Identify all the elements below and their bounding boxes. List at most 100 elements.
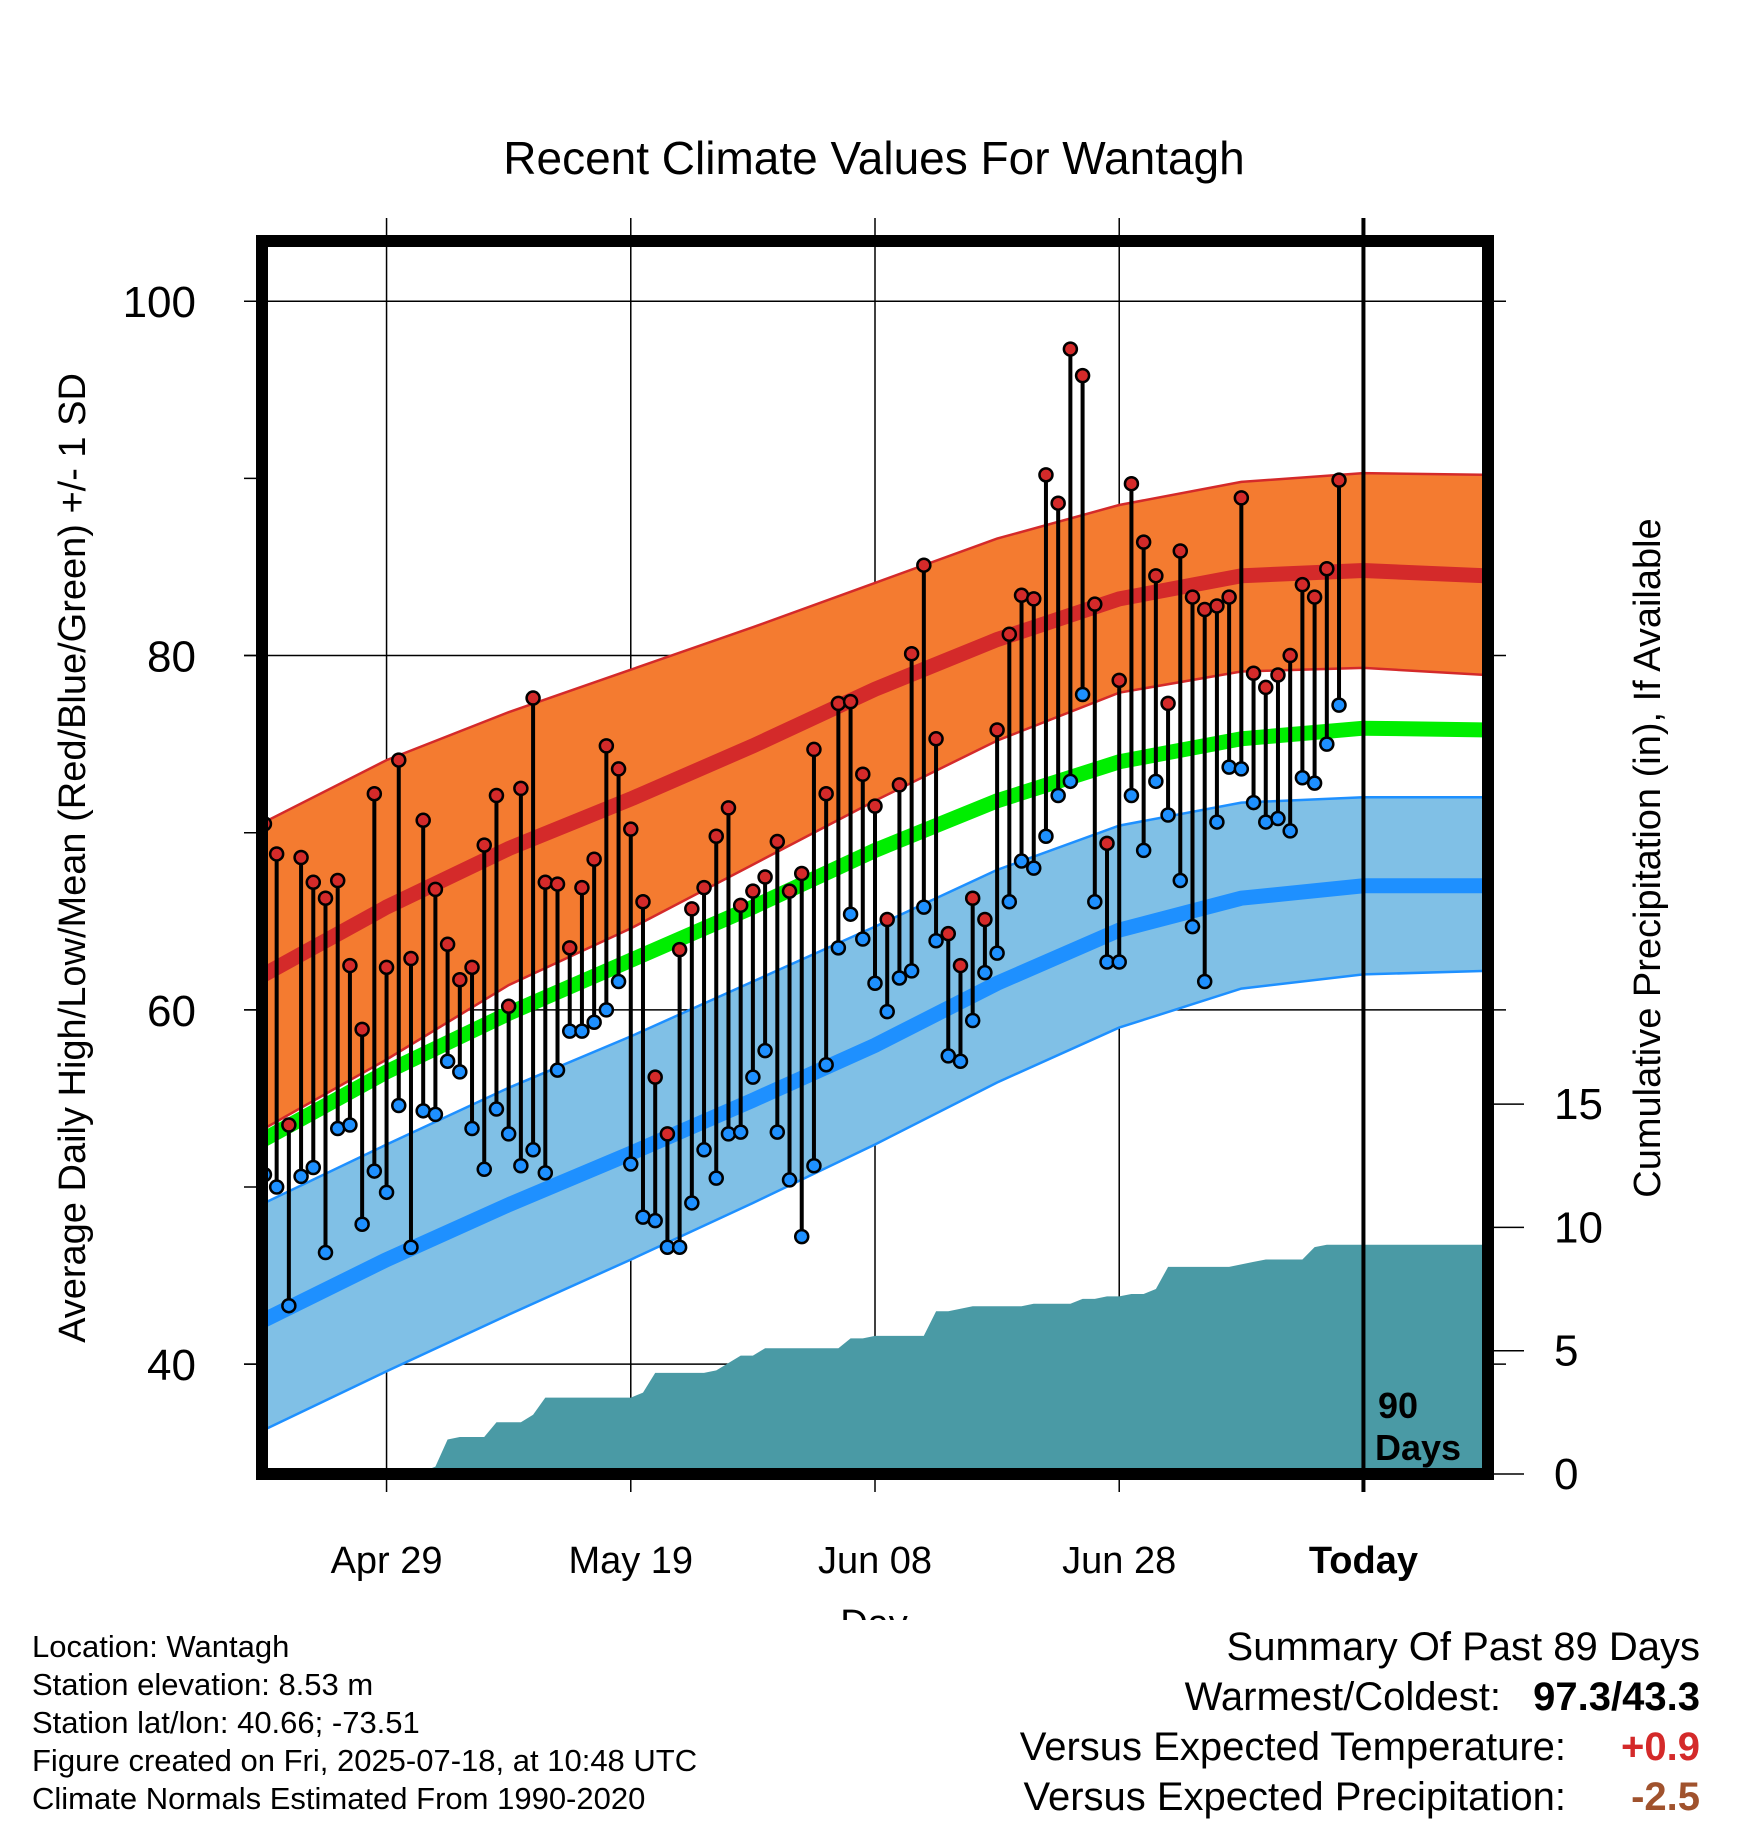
daily-high-point: [1062, 341, 1079, 357]
daily-high-point: [903, 646, 920, 662]
low-normal-band-lower-edge: [268, 969, 1482, 1430]
plot-frame: [256, 218, 1494, 1492]
daily-low-point: [488, 1101, 505, 1117]
daily-low-point: [916, 899, 932, 915]
daily-low-point: [1221, 759, 1237, 775]
daily-high-point: [916, 557, 932, 573]
daily-low-point: [879, 1003, 895, 1020]
daily-low-point: [464, 1120, 480, 1137]
daily-high-point: [1038, 467, 1054, 483]
daily-low-point: [1025, 860, 1042, 876]
daily-high-point: [354, 1021, 370, 1038]
daily-high-point: [500, 998, 517, 1015]
daily-high-point: [891, 777, 908, 793]
location-text: Location: Wantagh: [32, 1629, 290, 1664]
x-tick-label: Apr 29: [331, 1540, 443, 1582]
warmest-coldest-label: Warmest/Coldest:: [1184, 1675, 1501, 1719]
daily-low-point: [940, 1048, 957, 1064]
daily-high-point: [720, 800, 737, 816]
daily-high-point: [1025, 591, 1042, 607]
daily-low-point: [684, 1195, 700, 1211]
y-axis-label-left: Average Daily High/Low/Mean (Red/Blue/Gr…: [52, 373, 94, 1343]
daily-low-point: [366, 1163, 383, 1179]
y-axis-label-right: Cumulative Precipitation (in), If Availa…: [1627, 518, 1669, 1197]
daily-high-point: [1160, 695, 1176, 712]
plot-border: [256, 235, 1494, 1480]
daily-low-point: [317, 1244, 334, 1261]
daily-low-point: [964, 1012, 981, 1029]
daily-high-point: [1221, 589, 1237, 605]
y-tick-label-right: 0: [1554, 1450, 1578, 1499]
daily-low-point: [781, 1172, 798, 1188]
daily-low-point: [1233, 761, 1250, 777]
daily-high-point: [696, 879, 712, 896]
daily-high-point: [684, 901, 700, 917]
daily-low-point: [1001, 894, 1018, 910]
daily-high-point: [317, 890, 334, 906]
daily-high-point: [842, 693, 859, 710]
warmest-coldest-row: Warmest/Coldest: 97.3/43.3: [1020, 1672, 1700, 1722]
daily-high-point: [867, 798, 883, 814]
daily-high-point: [1123, 475, 1140, 492]
high-normal-line: [268, 562, 1482, 981]
daily-low-point: [476, 1161, 492, 1178]
daily-low-point: [293, 1168, 309, 1185]
daily-low-point: [647, 1212, 663, 1229]
daily-high-point: [329, 872, 346, 889]
daily-high-point: [671, 941, 688, 958]
created-text: Figure created on Fri, 2025-07-18, at 10…: [32, 1743, 698, 1778]
daily-high-point: [378, 959, 395, 976]
daily-low-point: [977, 964, 993, 981]
daily-high-point: [940, 925, 957, 942]
daily-low-point: [403, 1239, 419, 1255]
low-normal-band: [268, 797, 1482, 1428]
daily-high-point: [439, 936, 456, 953]
y-tick-label-left: 40: [147, 1341, 196, 1390]
daily-high-point: [403, 950, 419, 967]
temp-anomaly-row: Versus Expected Temperature: +0.9: [1020, 1722, 1700, 1772]
daily-low-point: [500, 1126, 517, 1142]
normals-text: Climate Normals Estimated From 1990-2020: [32, 1781, 646, 1816]
daily-low-point: [1245, 794, 1262, 811]
x-tick-label: Jun 28: [1062, 1540, 1176, 1582]
daily-high-point: [818, 785, 834, 802]
daily-high-point: [1233, 490, 1250, 506]
daily-high-point: [806, 741, 822, 758]
station-info: Location: Wantagh Station elevation: 8.5…: [32, 1628, 697, 1818]
daily-low-point: [952, 1053, 969, 1069]
daily-low-point: [867, 975, 883, 992]
daily-high-point: [769, 833, 786, 850]
x-axis-label: Day: [840, 1603, 908, 1620]
daily-low-point: [391, 1097, 407, 1114]
daily-high-point: [1294, 576, 1311, 593]
daily-low-point: [525, 1142, 541, 1158]
daily-low-point: [830, 940, 847, 956]
daily-high-point: [781, 883, 798, 899]
daily-low-point: [598, 1002, 615, 1018]
daily-low-point: [452, 1064, 468, 1080]
daily-low-point: [610, 973, 627, 990]
daily-high-point: [1050, 495, 1066, 511]
precip-cumulative-area: [431, 1244, 1482, 1468]
daily-low-point: [378, 1184, 395, 1201]
today-annotation-2: Days: [1375, 1427, 1461, 1468]
daily-high-point: [1245, 665, 1262, 682]
daily-low-point: [818, 1057, 834, 1073]
axes: 40 60 80 100 0 5 10 15 Apr 29 May 19 Jun 08 Jun 28 T…: [123, 278, 1603, 1582]
daily-high-point: [952, 957, 969, 974]
warmest-coldest-value: 97.3/43.3: [1533, 1675, 1700, 1719]
daily-low-point: [342, 1117, 358, 1133]
daily-low-point: [732, 1124, 749, 1140]
daily-low-point: [855, 931, 871, 947]
daily-low-point: [903, 963, 920, 979]
daily-high-point: [586, 851, 602, 868]
daily-low-point: [1087, 894, 1103, 910]
daily-low-point: [745, 1069, 761, 1085]
daily-low-point: [696, 1142, 712, 1158]
daily-low-point: [1135, 842, 1152, 859]
daily-high-point: [488, 787, 505, 804]
x-tick-label: Today: [1309, 1540, 1418, 1582]
daily-high-point: [391, 752, 407, 768]
daily-high-point: [1074, 367, 1091, 384]
daily-high-point: [732, 897, 749, 914]
